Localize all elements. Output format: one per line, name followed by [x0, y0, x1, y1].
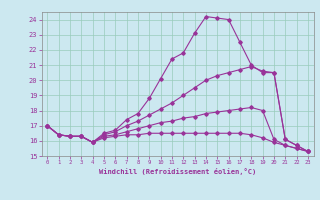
X-axis label: Windchill (Refroidissement éolien,°C): Windchill (Refroidissement éolien,°C)	[99, 168, 256, 175]
